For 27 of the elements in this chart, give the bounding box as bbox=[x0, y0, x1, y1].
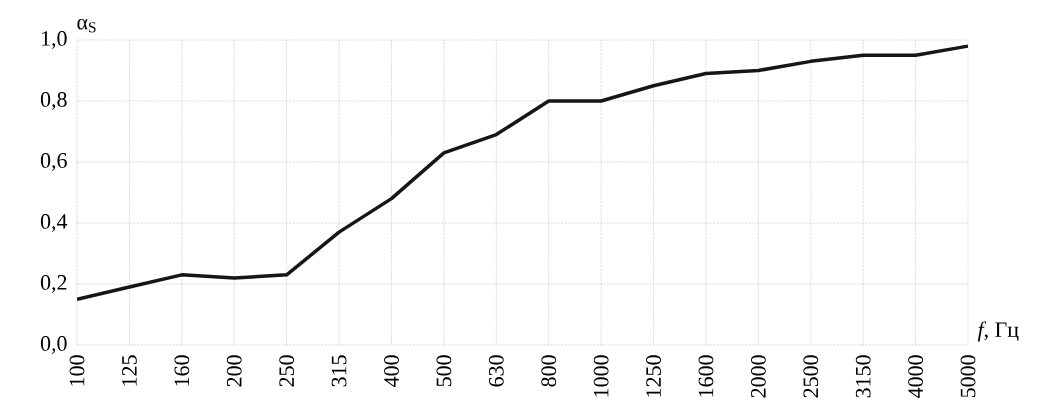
x-tick-label: 1600 bbox=[698, 355, 714, 397]
y-tick-label: 0,2 bbox=[40, 275, 67, 293]
x-tick-label: 500 bbox=[436, 355, 452, 387]
y-tick-label: 0,6 bbox=[40, 153, 67, 171]
x-tick-label: 3150 bbox=[855, 355, 871, 398]
y-tick-label: 0,8 bbox=[40, 92, 67, 110]
x-tick-label: 200 bbox=[226, 355, 242, 387]
x-tick-label: 4000 bbox=[908, 355, 923, 398]
x-tick-label: 315 bbox=[331, 355, 347, 387]
x-tick-label: 160 bbox=[174, 355, 190, 386]
y-tick-label: 0,4 bbox=[40, 214, 68, 232]
x-tick-label: 800 bbox=[541, 355, 557, 387]
x-tick-label: 1000 bbox=[593, 355, 609, 397]
x-tick-label: 1250 bbox=[646, 355, 661, 397]
x-tick-label: 250 bbox=[279, 355, 295, 387]
x-tick-label: 125 bbox=[122, 355, 137, 386]
y-tick-label: 0,0 bbox=[40, 336, 67, 354]
x-axis-title: f, Гц bbox=[977, 321, 1019, 342]
x-tick-label: 630 bbox=[488, 355, 504, 387]
y-axis-title: α$_{S}$ bbox=[77, 18, 96, 33]
x-tick-label: 400 bbox=[384, 355, 399, 387]
x-tick-label: 5000 bbox=[960, 355, 976, 398]
x-tick-label: 2500 bbox=[803, 355, 819, 398]
x-tick-label: 100 bbox=[69, 355, 85, 386]
x-tick-label: 2000 bbox=[750, 355, 766, 398]
line-series bbox=[77, 44, 969, 301]
y-tick-label: 1,0 bbox=[42, 31, 67, 49]
